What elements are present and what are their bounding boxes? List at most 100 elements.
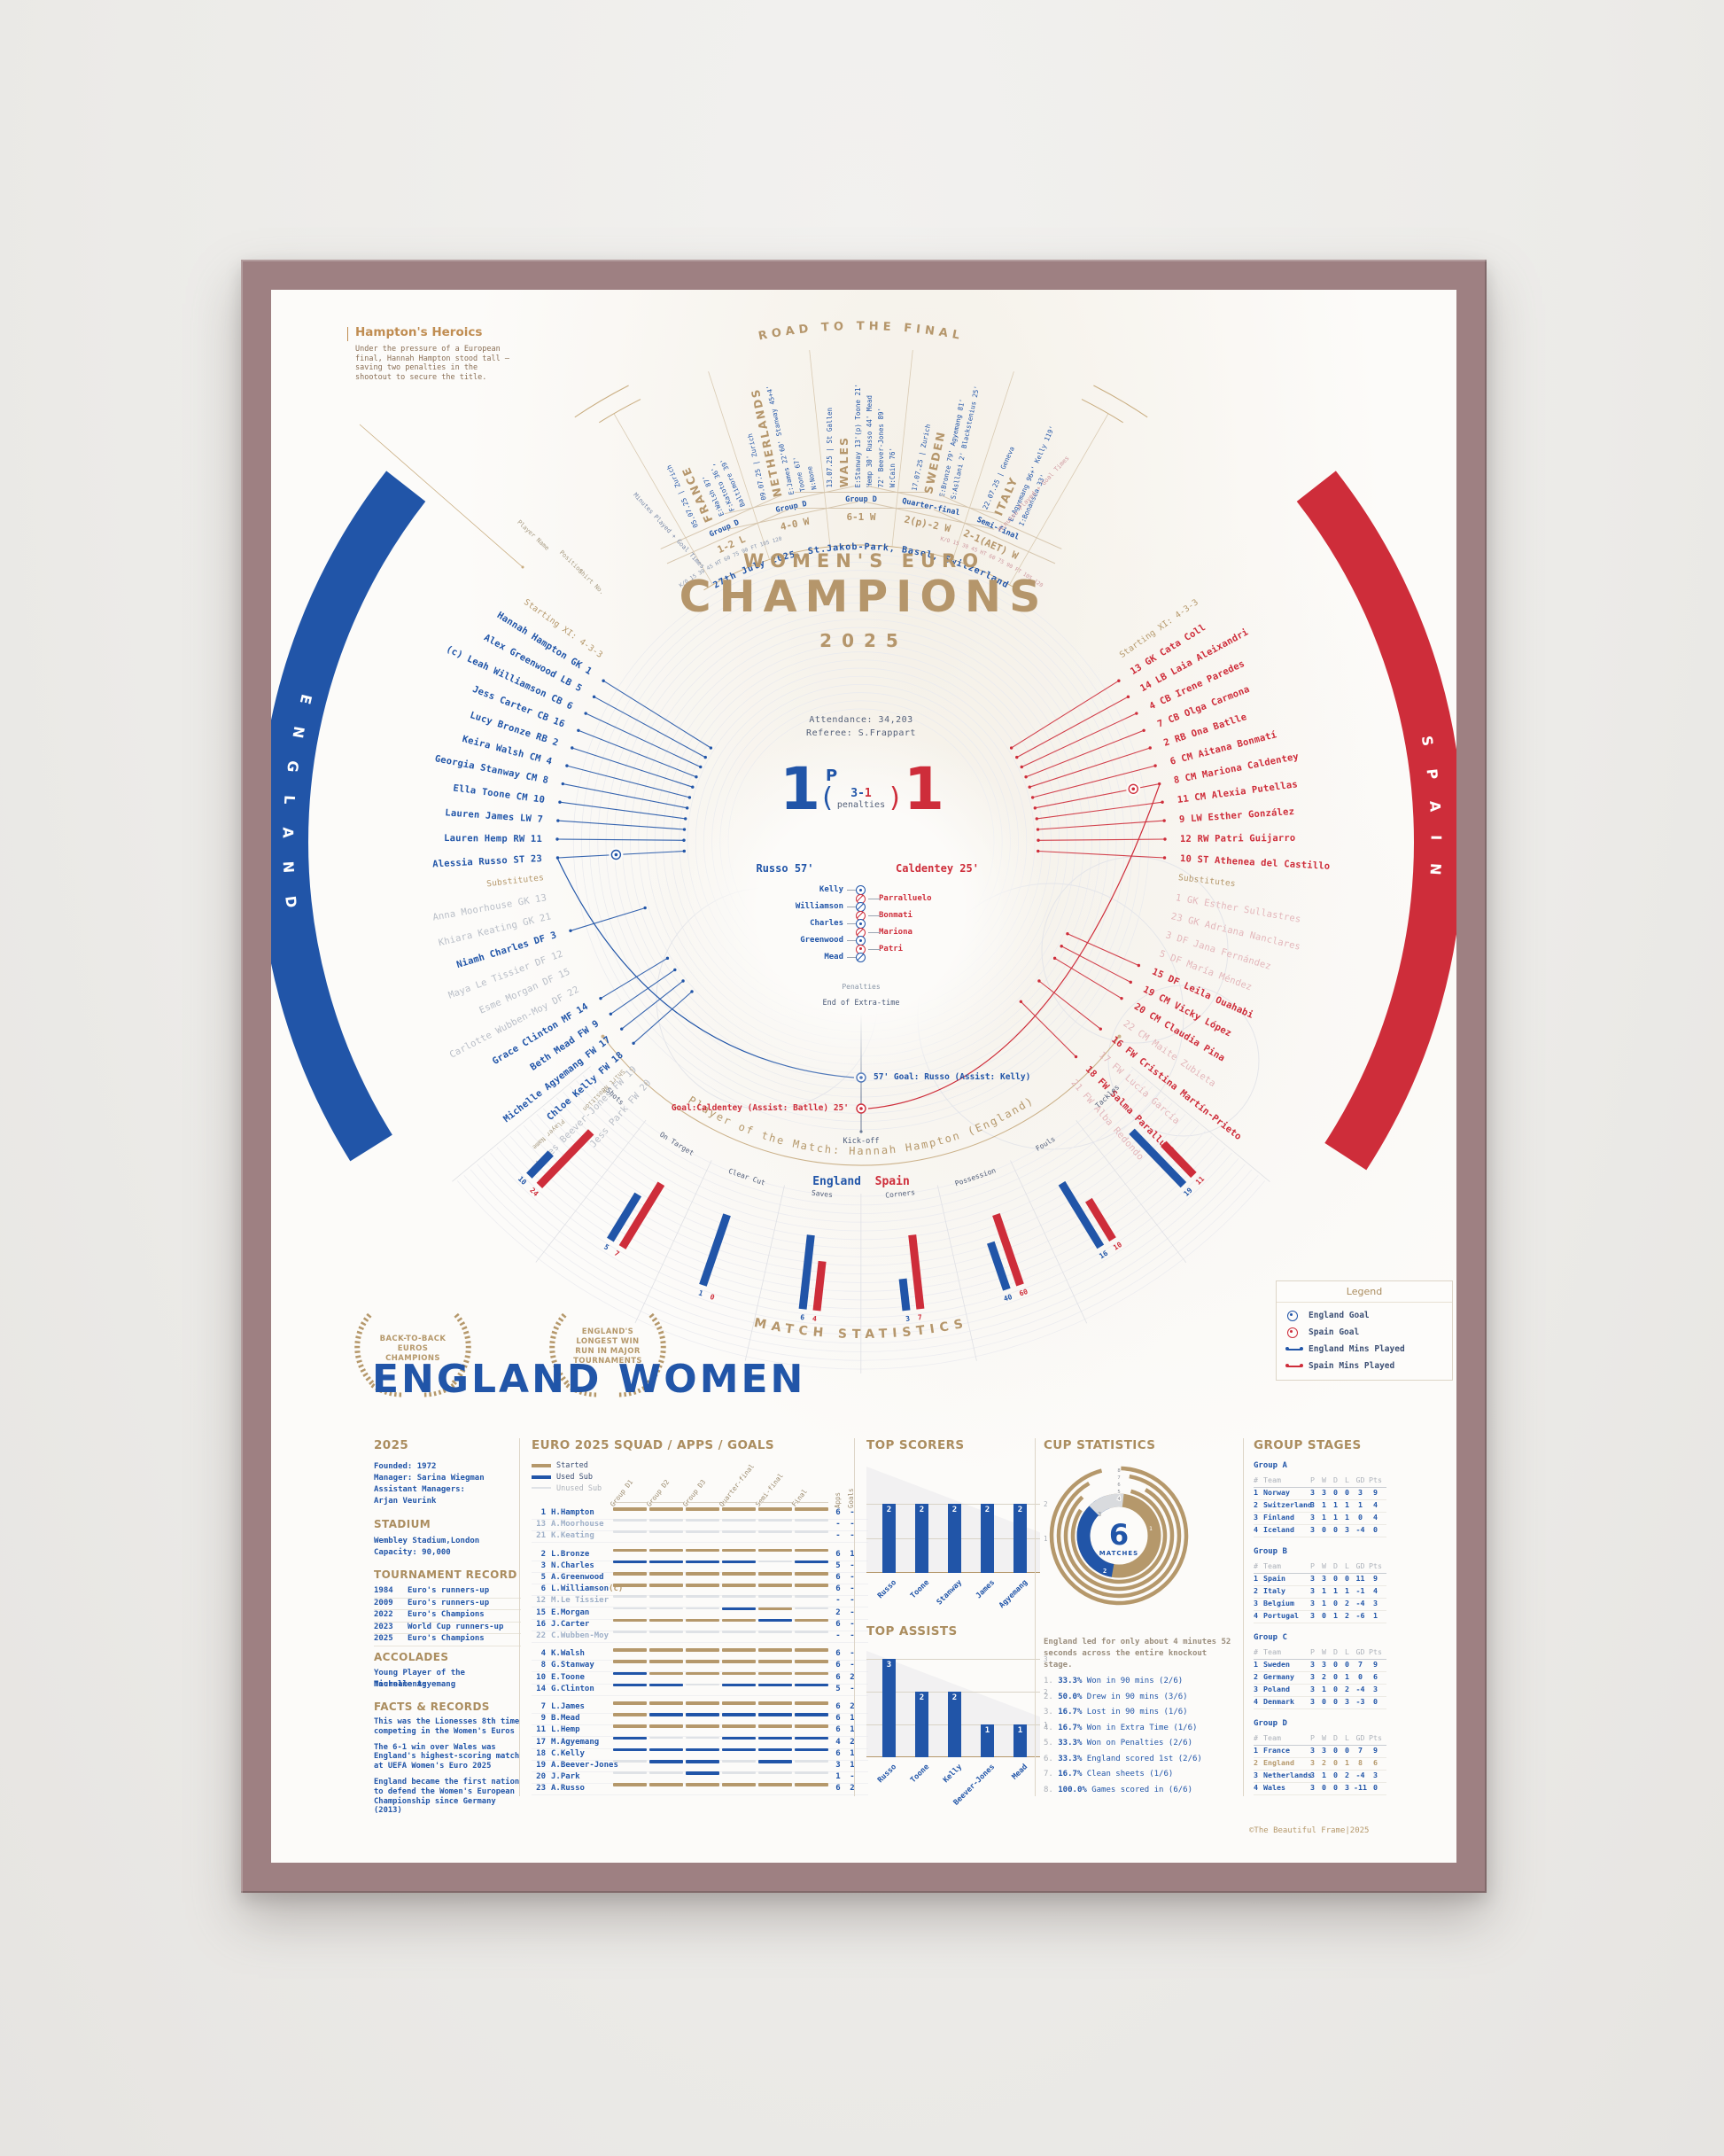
squad-cell-bar [613,1771,647,1774]
penalty-connector [868,915,881,916]
record-year: 2022 [374,1610,393,1619]
group-cell: 1 [1322,1599,1326,1607]
squad-apps-value: 2 [835,1607,841,1617]
squad-cell-bar [613,1572,647,1576]
squad-cell-bar [686,1648,719,1652]
squad-apps-value: 6 [835,1584,841,1594]
cup-stat-label: England scored 1st (2/6) [1086,1754,1202,1763]
group-cell: 1 [1358,1500,1363,1509]
group-header-cell: GD [1355,1647,1365,1656]
squad-cell-bar [649,1530,683,1533]
squad-goals-value: - [850,1531,855,1541]
group-cell: 0 [1345,1574,1349,1583]
laurel-badge: ENGLAND'S LONGEST WIN RUN IN MAJOR TOURNAME… [537,1298,679,1403]
squad-cell-bar [649,1618,683,1623]
cup-center-label: MATCHES [1099,1550,1138,1557]
top-scorers-chart: 2 Russo 2 Toone 2 Stanway 2 James 2 Agyemang [866,1467,1040,1610]
group-header-cell: L [1345,1561,1349,1570]
record-row: 2023 World Cup runners-up [374,1622,521,1634]
group-header-cell: W [1322,1647,1326,1656]
group-header-cell: L [1345,1647,1349,1656]
squad-cell-bar [613,1701,647,1705]
group-cell: 3 [1310,1525,1315,1534]
stat-bar-england [798,1234,815,1310]
squad-row-number: 2 [540,1549,546,1559]
squad-cell-bar [795,1607,828,1610]
squad-cell-bar [795,1724,828,1728]
group-cell: -4 [1355,1525,1365,1534]
cup-stat-number: 7. [1044,1770,1059,1779]
paren-left: ( [822,782,833,813]
squad-cell-bar [613,1783,647,1786]
spain-goal-icon [1287,1327,1309,1338]
squad-cell-bar [722,1631,756,1633]
scorers-title: TOP SCORERS [866,1438,965,1452]
squad-row-number: 13 [536,1520,546,1529]
squad-cell-bar [686,1548,719,1553]
cup-stat-item: 2. 50.0% Drew in 90 mins (3/6) [1044,1693,1188,1701]
cup-stat-pct: 33.3% [1058,1739,1087,1747]
group-cell: 4 [1373,1586,1378,1595]
squad-cell-bar [758,1701,792,1705]
squad-cell-bar [758,1572,792,1576]
cup-ring-label: 5 [1117,1490,1120,1495]
column-divider [1035,1438,1036,1796]
assistant: Arjan Veurink [374,1497,437,1506]
stat-bar-spain [711,1288,720,1291]
squad-cell-bar [649,1507,683,1511]
squad-cell-bar [686,1736,719,1740]
squad-row-name: A.Beever-Jones [551,1761,618,1770]
spain-player-row: 12 RW Patri Guijarro [1179,832,1296,844]
squad-cell-bar [722,1671,756,1676]
group-cell: 3 [1310,1513,1315,1522]
squad-row: 9 B.Mead 6 1 [532,1713,868,1726]
squad-apps-value: - [835,1631,841,1640]
group-cell: 2 [1254,1672,1258,1681]
squad-apps-value: 6 [835,1748,841,1758]
group-table-row: 2 Italy 3 1 1 1 -1 4 [1254,1586,1386,1599]
squad-apps-value: 6 [835,1649,841,1659]
spain-line-icon [1285,1364,1309,1368]
squad-row-name: G.Stanway [551,1661,594,1670]
group-cell: 4 [1254,1697,1258,1706]
cup-seg-label: 1 [1149,1525,1153,1532]
squad-cell-bar [649,1584,683,1587]
squad-apps-value: 6 [835,1508,841,1517]
squad-row-name: N.Charles [551,1561,594,1570]
pens-label: penalties [836,799,886,810]
cup-donut-chart: 6 MATCHES 87 6 5 4 1 2 3 [1049,1466,1189,1606]
group-cell: 0 [1373,1697,1378,1706]
group-cell: 3 [1310,1599,1315,1607]
group-cell: -4 [1355,1771,1365,1779]
squad-cell-bar [795,1584,828,1587]
chart-bar-value: 2 [1017,1506,1023,1514]
group-cell: 3 [1345,1697,1349,1706]
group-cell: 9 [1373,1746,1378,1755]
stat-value-england: 6 [800,1312,805,1322]
chart-bar-value: 2 [984,1506,990,1514]
group-cell: 1 [1333,1586,1338,1595]
squad-row: 11 L.Hemp 6 1 [532,1724,868,1738]
squad-goals-value: 1 [850,1748,855,1758]
squad-goals-value: - [850,1661,855,1670]
group-cell: 3 [1373,1685,1378,1693]
group-cell: 1 [1254,1574,1258,1583]
squad-cell-bar [613,1736,647,1740]
group-cell: Spain [1263,1574,1285,1583]
group-cell: 3 [1373,1599,1378,1607]
legend-item-label: England Mins Played [1309,1344,1405,1354]
squad-cell-bar [686,1618,719,1623]
group-cell: Iceland [1263,1525,1294,1534]
squad-goals-value: - [850,1649,855,1659]
group-cell: France [1263,1746,1290,1755]
squad-row: 2 L.Bronze 6 1 [532,1548,868,1561]
squad-row-name: C.Kelly [551,1748,585,1758]
squad-cell-bar [795,1530,828,1533]
group-cell: 3 [1358,1488,1363,1497]
squad-row-number: 19 [536,1761,546,1770]
squad-cell-bar [795,1771,828,1774]
chart-bar [915,1504,928,1573]
group-cell: 0 [1333,1599,1338,1607]
squad-cell-bar [613,1724,647,1728]
squad-row: 23 A.Russo 6 2 [532,1783,868,1796]
